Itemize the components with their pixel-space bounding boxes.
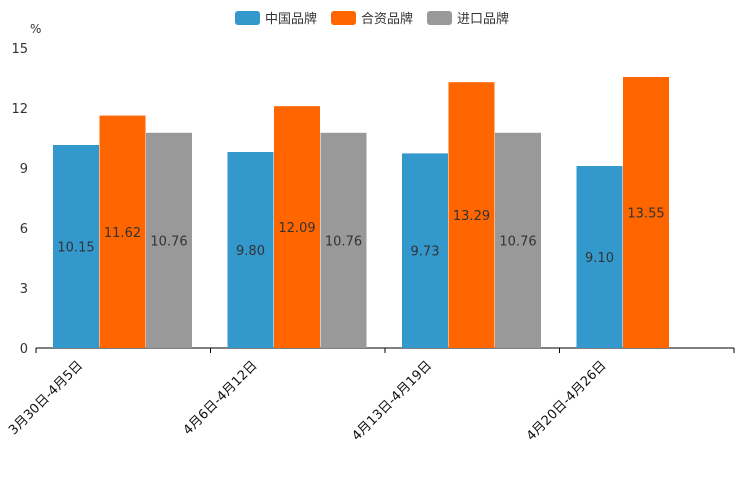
bar-1-0 (99, 115, 146, 348)
y-tick-label: 9 (20, 162, 28, 177)
legend-swatch-china (234, 10, 260, 25)
legend-label-jv: 合资品牌 (360, 12, 413, 27)
data-label: 12.09 (278, 221, 315, 236)
legend-swatch-import (427, 10, 452, 25)
y-tick-label: 0 (20, 342, 28, 357)
data-label: 10.76 (150, 234, 187, 249)
y-axis-unit: % (30, 22, 42, 36)
bar-1-1 (274, 106, 320, 348)
y-tick-label: 12 (11, 102, 28, 117)
y-tick-label: 3 (20, 282, 28, 297)
legend-swatch-jv (330, 10, 356, 25)
bar-1-2 (448, 82, 495, 348)
x-tick-label: 4月6日-4月12日 (181, 358, 261, 438)
x-tick-label: 4月13日-4月19日 (349, 358, 435, 444)
legend: 中国品牌 合资品牌 进口品牌 (0, 8, 744, 27)
y-tick-label: 15 (11, 42, 28, 57)
bar-2-0 (146, 132, 192, 348)
x-tick-label: 3月30日-4月5日 (6, 358, 86, 438)
legend-item-jv[interactable]: 合资品牌 (330, 8, 413, 27)
data-label: 9.73 (411, 245, 440, 260)
bar-0-0 (53, 145, 99, 348)
legend-item-china[interactable]: 中国品牌 (234, 8, 317, 27)
bar-0-3 (576, 166, 623, 348)
data-label: 11.62 (104, 226, 141, 241)
data-label: 10.76 (499, 234, 536, 249)
bar-2-2 (495, 132, 541, 348)
data-label: 10.76 (325, 234, 362, 249)
bar-0-2 (402, 153, 448, 348)
data-label: 9.80 (236, 244, 265, 259)
data-label: 13.55 (627, 207, 664, 222)
y-tick-label: 6 (20, 222, 28, 237)
legend-label-import: 进口品牌 (457, 12, 510, 27)
legend-label-china: 中国品牌 (264, 12, 317, 27)
data-label: 10.15 (57, 241, 94, 256)
x-tick-label: 4月20日-4月26日 (524, 358, 610, 444)
bar-1-3 (623, 77, 669, 348)
legend-item-import[interactable]: 进口品牌 (427, 8, 509, 27)
data-label: 9.10 (585, 251, 614, 266)
bar-0-1 (227, 152, 274, 348)
data-label: 13.29 (453, 209, 490, 224)
bar-2-1 (320, 132, 367, 348)
